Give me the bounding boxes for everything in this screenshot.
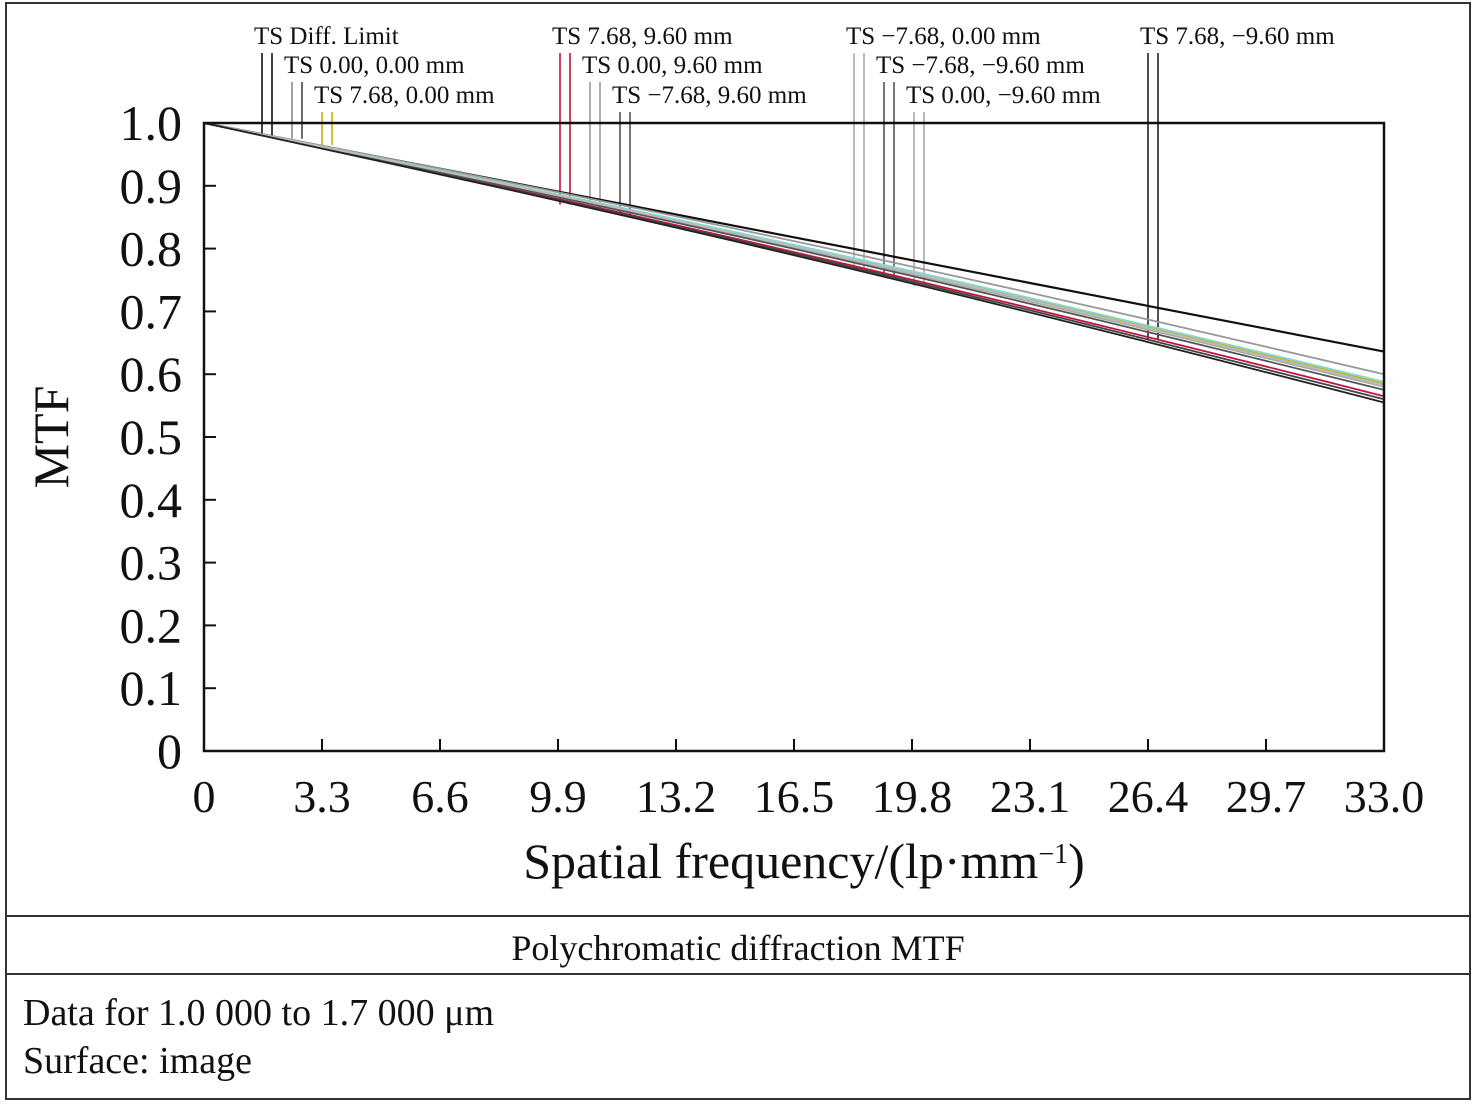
series-line	[203, 122, 1385, 391]
figure-frame	[5, 2, 1471, 1100]
legend-label: TS Diff. Limit	[254, 23, 399, 50]
legend-label: TS 7.68, 0.00 mm	[314, 82, 495, 109]
y-axis: 0 0.1 0.2 0.3 0.4 0.5 0.6 0.7 0.8 0.9 1.0	[120, 95, 216, 779]
legend-label: TS 0.00, 0.00 mm	[284, 52, 465, 79]
caption-info: Data for 1.0 000 to 1.7 000 μm Surface: …	[5, 975, 1471, 1100]
y-tick-label: 0.6	[120, 346, 183, 402]
chart-title: Polychromatic diffraction MTF	[511, 928, 965, 968]
x-axis-label: Spatial frequency/(lp·mm−1)	[523, 833, 1085, 889]
series-line	[203, 122, 1385, 386]
surface-text: Surface: image	[23, 1040, 252, 1082]
wavelength-range-text: Data for 1.0 000 to 1.7 000 μm	[23, 992, 495, 1034]
x-tick-label: 13.2	[636, 771, 717, 822]
legend-label: TS −7.68, −9.60 mm	[876, 52, 1085, 79]
x-tick-label: 26.4	[1108, 771, 1189, 822]
x-axis-label-close: )	[1068, 833, 1085, 889]
legend-label: TS 0.00, −9.60 mm	[906, 82, 1101, 109]
series-lines	[203, 121, 1385, 404]
series-line	[203, 122, 1385, 404]
x-tick-label: 6.6	[411, 771, 469, 822]
legend-label: TS 7.68, −9.60 mm	[1140, 23, 1335, 50]
series-line	[203, 122, 1385, 376]
legend-label: TS 0.00, 9.60 mm	[582, 52, 763, 79]
x-tick-label: 19.8	[872, 771, 953, 822]
y-tick-label: 0.4	[120, 472, 183, 528]
y-tick-label: 0.7	[120, 283, 183, 339]
x-tick-label: 33.0	[1344, 771, 1425, 822]
x-tick-label: 0	[193, 771, 216, 822]
y-tick-label: 0.3	[120, 535, 183, 591]
x-axis: 0 3.3 6.6 9.9 13.2 16.5 19.8 23.1 26.4 29.7 33.0	[193, 739, 1425, 822]
y-tick-label: 1.0	[120, 95, 183, 151]
caption-title-row: Polychromatic diffraction MTF	[5, 915, 1471, 975]
y-tick-label: 0.9	[120, 158, 183, 214]
legend-label: TS −7.68, 0.00 mm	[846, 23, 1041, 50]
y-tick-label: 0.8	[120, 221, 183, 277]
legend-label: TS 7.68, 9.60 mm	[552, 23, 733, 50]
y-tick-label: 0.5	[120, 409, 183, 465]
x-tick-label: 3.3	[293, 771, 351, 822]
x-tick-label: 9.9	[529, 771, 587, 822]
x-tick-label: 16.5	[754, 771, 835, 822]
legend-label: TS −7.68, 9.60 mm	[612, 82, 807, 109]
y-tick-label: 0.2	[120, 597, 183, 653]
y-tick-label: 0.1	[120, 660, 183, 716]
x-tick-label: 23.1	[990, 771, 1071, 822]
y-axis-label: MTF	[23, 386, 79, 489]
x-axis-label-sup: −1	[1038, 839, 1068, 870]
x-tick-label: 29.7	[1226, 771, 1307, 822]
plot-area	[202, 121, 1386, 753]
y-tick-label: 0	[157, 723, 182, 779]
x-axis-label-main: Spatial frequency/(lp·mm	[523, 833, 1038, 889]
